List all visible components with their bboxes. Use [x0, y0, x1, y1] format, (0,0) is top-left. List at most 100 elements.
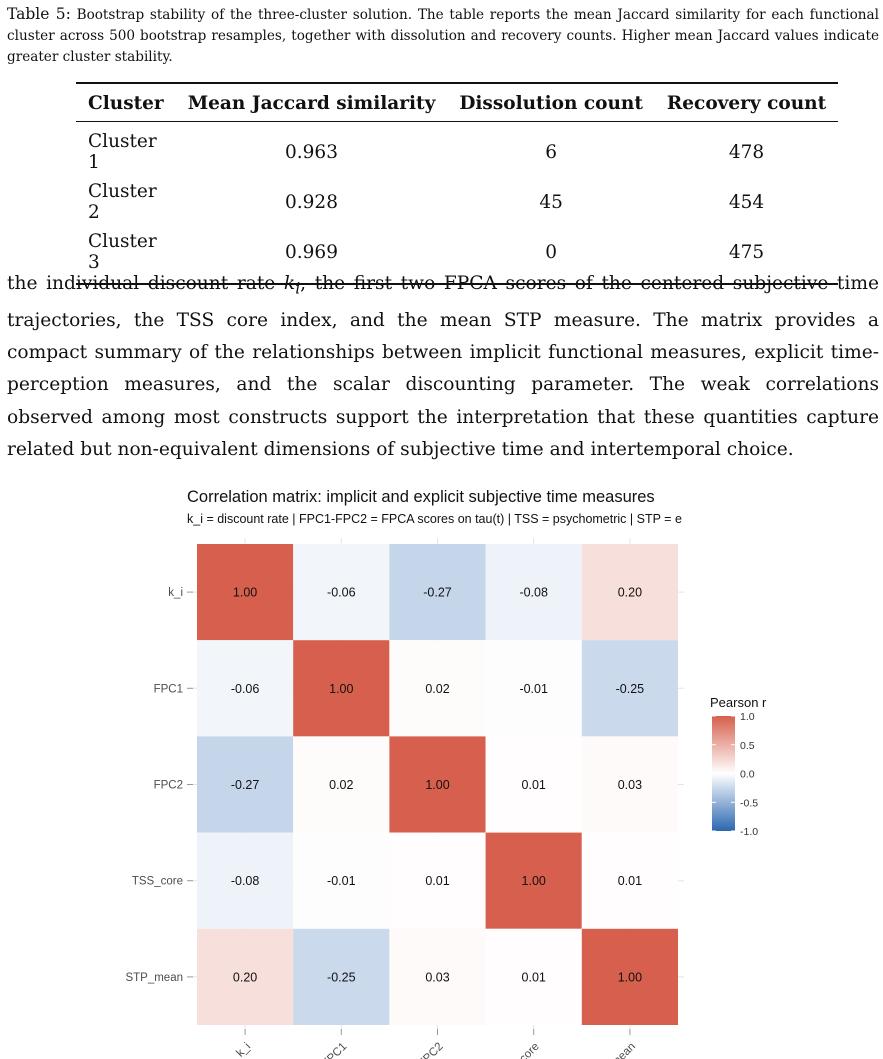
table-caption: Table 5: Bootstrap stability of the thre…: [7, 4, 879, 68]
correlation-figure: Correlation matrix: implicit and explici…: [0, 482, 883, 1059]
cells-layer: [197, 544, 678, 1025]
heatmap-cell-TSS_core-k_i: [197, 832, 294, 929]
heatmap-cell-STP_mean-TSS_core: [485, 928, 582, 1025]
table-cell: 454: [728, 191, 765, 213]
correlation-heatmap: Correlation matrix: implicit and explici…: [125, 488, 767, 1059]
heatmap-cell-k_i-FPC1: [293, 544, 390, 641]
table-cell: 6: [545, 141, 557, 163]
cell-value-label: -0.06: [231, 682, 260, 696]
cell-value-label: -0.27: [231, 778, 260, 792]
table-cell: 0.963: [285, 141, 338, 163]
table-cell: 475: [654, 227, 839, 285]
cell-value-label: -0.08: [519, 586, 548, 600]
cell-value-label: 1.00: [233, 586, 257, 600]
table-cell: 0.969: [175, 227, 448, 285]
cell-value-label: 0.01: [522, 778, 546, 792]
cell-value-label: 0.20: [618, 586, 642, 600]
heatmap-cell-FPC1-TSS_core: [485, 640, 582, 737]
chart-title: Correlation matrix: implicit and explici…: [187, 488, 655, 506]
x-axis-label: k_i: [234, 1041, 253, 1059]
cell-value-label: -0.08: [231, 874, 260, 888]
y-axis-label: STP_mean: [125, 972, 183, 984]
x-axis-label: FPC2: [416, 1041, 445, 1059]
legend-break-label: -0.5: [740, 797, 758, 809]
bootstrap-stability-table: Cluster Mean Jaccard similarity Dissolut…: [76, 82, 839, 285]
heatmap-cell-k_i-TSS_core: [485, 544, 582, 641]
heatmap-cell-TSS_core-FPC1: [293, 832, 390, 929]
table-header-row: Cluster Mean Jaccard similarity Dissolut…: [76, 82, 839, 122]
body-paragraph: the individual discount rate ki, the fir…: [7, 268, 879, 466]
legend-break-label: 0.5: [740, 740, 755, 752]
y-axis-label: TSS_core: [132, 876, 183, 888]
cell-value-label: 0.01: [425, 874, 449, 888]
table-cell: 478: [728, 141, 765, 163]
chart-subtitle: k_i = discount rate | FPC1-FPC2 = FPCA s…: [187, 512, 682, 526]
cell-value-label: 0.03: [425, 970, 449, 984]
table-row: Cluster 3 0.969 0 475: [76, 227, 839, 285]
results-table-container: Cluster Mean Jaccard similarity Dissolut…: [76, 82, 839, 285]
legend-title: Pearson r: [710, 695, 767, 710]
heatmap-cell-FPC1-FPC2: [389, 640, 486, 737]
heatmap-cell-FPC1-k_i: [197, 640, 294, 737]
math-variable: ki: [283, 273, 301, 298]
cell-value-label: 0.01: [522, 970, 546, 984]
table-header-cell: Mean Jaccard similarity: [175, 82, 448, 122]
heatmap-cell-k_i-STP_mean: [581, 544, 678, 641]
table-header-cell: Dissolution count: [447, 82, 655, 122]
heatmap-cell-k_i-FPC2: [389, 544, 486, 641]
cell-value-label: 1.00: [425, 778, 449, 792]
cell-value-label: 0.20: [233, 970, 257, 984]
heatmap-cell-TSS_core-STP_mean: [581, 832, 678, 929]
legend-break-label: 1.0: [740, 711, 755, 723]
heatmap-cell-FPC2-FPC1: [293, 736, 390, 833]
table-row: Cluster 2 0.928 45 454: [76, 177, 838, 227]
heatmap-cell-FPC2-STP_mean: [581, 736, 678, 833]
x-axis-label: STP_mean: [589, 1041, 638, 1059]
cell-value-label: 0.03: [618, 778, 642, 792]
heatmap-cell-STP_mean-FPC2: [389, 928, 486, 1025]
legend-colorbar: [712, 716, 735, 831]
cell-value-label: 1.00: [522, 874, 546, 888]
heatmap-cell-FPC1-FPC1: [293, 640, 390, 737]
cell-value-label: 0.01: [618, 874, 642, 888]
cell-value-label: 1.00: [329, 682, 353, 696]
legend-break-label: 0.0: [740, 769, 755, 781]
table-row: Cluster 1 0.963 6 478: [76, 122, 838, 178]
legend: Pearson r 1.0 0.5 0.0 -0.5 -1.0: [710, 695, 767, 838]
table-cell: 45: [539, 191, 563, 213]
heatmap-cell-FPC2-TSS_core: [485, 736, 582, 833]
table-cell: 0.928: [285, 191, 338, 213]
cell-value-label: 0.02: [329, 778, 353, 792]
heatmap-cell-k_i-k_i: [197, 544, 294, 641]
cell-value-label: -0.01: [519, 682, 548, 696]
cell-value-label: -0.25: [327, 970, 356, 984]
heatmap-cell-TSS_core-TSS_core: [485, 832, 582, 929]
heatmap-cell-STP_mean-k_i: [197, 928, 294, 1025]
table-caption-label: Table 5:: [7, 5, 71, 23]
table-cell: Cluster 3: [76, 227, 176, 285]
cell-value-label: -0.25: [616, 682, 645, 696]
heatmap-cell-FPC1-STP_mean: [581, 640, 678, 737]
body-text-start: the individual discount rate: [7, 273, 284, 294]
cell-value-label: -0.01: [327, 874, 356, 888]
heatmap-cell-FPC2-FPC2: [389, 736, 486, 833]
heatmap-cell-STP_mean-FPC1: [293, 928, 390, 1025]
table-header-cell: Cluster: [76, 82, 176, 122]
cell-value-label: -0.27: [423, 586, 452, 600]
cell-value-label: -0.06: [327, 586, 356, 600]
x-axis-label: TSS_core: [497, 1041, 542, 1059]
table-cell: Cluster 1: [88, 131, 157, 173]
y-axis-label: k_i: [168, 587, 183, 599]
math-subscript: i: [295, 279, 301, 298]
table-header-cell: Recovery count: [654, 82, 839, 122]
y-axis-label: FPC1: [154, 683, 183, 695]
y-axis-label: FPC2: [154, 780, 183, 792]
cell-labels-layer: 1.00 -0.06 -0.27 -0.08 0.20 -0.06 1.00 0.02 -0.0…: [231, 586, 644, 985]
table-cell: Cluster 2: [88, 181, 157, 223]
table-caption-text: Bootstrap stability of the three-cluster…: [7, 7, 879, 65]
heatmap-cell-STP_mean-STP_mean: [581, 928, 678, 1025]
table-cell: 0: [447, 227, 655, 285]
heatmap-cell-TSS_core-FPC2: [389, 832, 486, 929]
x-axis-label: FPC1: [320, 1041, 349, 1059]
heatmap-cell-FPC2-k_i: [197, 736, 294, 833]
